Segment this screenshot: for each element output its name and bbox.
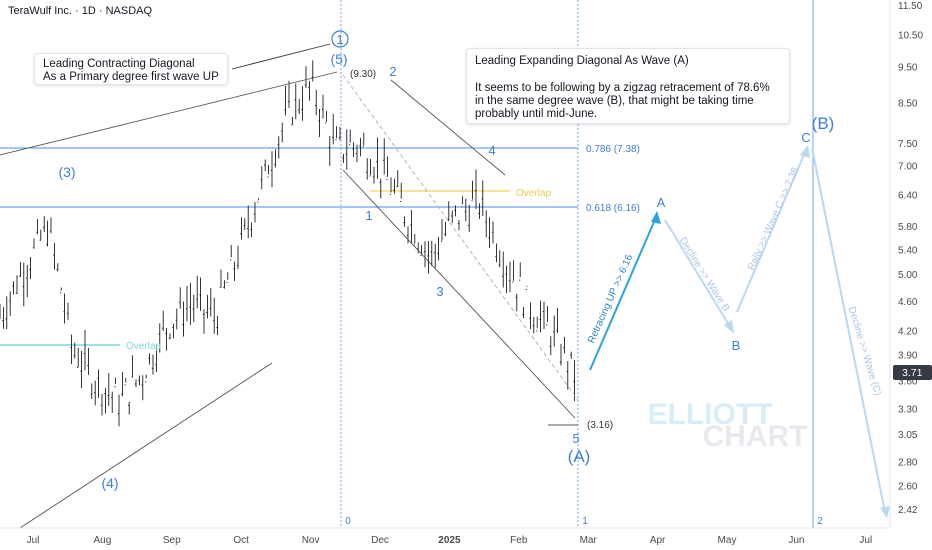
wave-label-paren-b: (B) (812, 114, 835, 133)
price-tick-label: 7.00 (898, 161, 918, 172)
price-tick-label: 2.80 (898, 458, 918, 469)
wave-label-paren-3: (3) (58, 164, 75, 180)
circle-marker-icon (331, 30, 349, 48)
trendline-lower-expanding (342, 169, 576, 419)
price-tick-label: 8.50 (898, 99, 918, 110)
price-axis[interactable]: 11.50 10.50 9.50 8.50 7.50 7.00 6.40 5.80 5.40 5.… (898, 1, 923, 516)
current-price-tag: 3.71 (893, 365, 932, 380)
trendline-upper-contracting (0, 71, 338, 156)
wave-label-paren-5: (5) (330, 51, 347, 67)
note-leading-expanding-body: It seems to be following by a zigzag ret… (475, 82, 770, 120)
proj-decline-wave-c (811, 147, 886, 513)
price-tick-label: 3.30 (898, 405, 918, 416)
projection-paths (589, 147, 886, 513)
price-tick-label: 11.50 (898, 1, 923, 12)
trendlines (0, 43, 579, 529)
wave-label-paren-4: (4) (101, 475, 118, 491)
wave-label-a: A (657, 195, 666, 210)
price-tick-label: 6.40 (898, 190, 918, 201)
note-leading-expanding: Leading Expanding Diagonal As Wave (A) I… (466, 48, 790, 124)
note-leading-expanding-title: Leading Expanding Diagonal As Wave (A) (475, 55, 689, 67)
arrowhead-b (724, 320, 734, 334)
note-leading-contracting: Leading Contracting Diagonal As a Primar… (34, 53, 228, 85)
proj-label-decline-b: Decline >> Wave B (677, 236, 732, 314)
price-tick-label: 10.50 (898, 30, 923, 41)
wave-label-1: 1 (365, 208, 372, 223)
fib-lines (0, 147, 578, 208)
circled-wave-1: 1 (331, 30, 349, 48)
overlap-label-yellow: Overlap (516, 188, 551, 199)
time-tick-label: Jun (788, 535, 804, 546)
price-tick-label: 5.00 (898, 270, 918, 281)
arrowhead-wave-c (880, 506, 890, 518)
symbol-title[interactable]: TeraWulf Inc. · 1D · NASDAQ (8, 5, 153, 17)
callout-arrow-line (231, 43, 331, 70)
fib-label-618: 0.618 (6.16) (586, 203, 640, 214)
overlap-label-cyan: Overlap (126, 341, 161, 352)
arrowhead-retrace (651, 211, 661, 224)
wave-label-3: 3 (436, 284, 443, 299)
wave-label-2: 2 (389, 64, 396, 79)
time-tick-label: Apr (650, 535, 666, 546)
proj-label-rally-c: Rally >> Wave C >> 7.38 (746, 165, 802, 272)
price-tick-label: 7.50 (898, 139, 918, 150)
watermark-elliott: ELLIOTT (648, 398, 773, 431)
price-tick-label: 9.50 (898, 63, 918, 74)
price-tick-label: 2.42 (898, 505, 918, 516)
candles-group (0, 60, 575, 427)
key-level-high: (9.30) (350, 69, 376, 80)
current-price-bg (893, 365, 932, 380)
proj-label-retrace: Retracing UP >> 6.16 (586, 253, 635, 346)
wave-label-b: B (732, 338, 741, 353)
cycle-label-0: 0 (345, 516, 351, 527)
price-tick-label: 3.90 (898, 351, 918, 362)
price-tick-label: 3.60 (898, 376, 918, 387)
time-tick-label: Aug (94, 535, 112, 546)
wave-label-5: 5 (572, 431, 579, 446)
time-tick-label: May (718, 535, 737, 546)
time-tick-label: Feb (510, 535, 528, 546)
arrowhead-c (800, 145, 810, 158)
time-tick-label: Mar (580, 535, 598, 546)
price-tick-label: 4.20 (898, 327, 918, 338)
projection-arrowheads (651, 145, 890, 518)
wave-label-paren-a: (A) (568, 447, 591, 466)
key-level-low: (3.16) (587, 420, 613, 431)
trendline-lower-contracting (19, 362, 273, 529)
time-axis[interactable]: Jul Aug Sep Oct Nov Dec 2025 Feb Mar Apr May Jun Jul (27, 535, 873, 546)
proj-retrace-up (589, 214, 658, 371)
time-tick-label: Oct (233, 535, 249, 546)
time-tick-label: Nov (302, 535, 320, 546)
time-tick-label: Sep (163, 535, 181, 546)
time-tick-label: Jul (27, 535, 40, 546)
watermark-chart: CHART (703, 420, 808, 453)
price-tick-label: 4.60 (898, 297, 918, 308)
time-tick-label: Dec (371, 535, 389, 546)
cycle-label-2: 2 (817, 516, 823, 527)
price-tick-label: 3.05 (898, 430, 918, 441)
price-tick-label: 5.40 (898, 245, 918, 256)
proj-label-decline-wave-c: Decline >> Wave (C) (846, 305, 884, 397)
price-tick-label: 2.60 (898, 482, 918, 493)
cycle-label-1: 1 (582, 516, 588, 527)
note-leading-contracting-text: Leading Contracting Diagonal As a Primar… (43, 58, 219, 83)
trendline-dashed (342, 74, 579, 401)
fib-label-786: 0.786 (7.38) (586, 144, 640, 155)
wave-label-4: 4 (488, 143, 495, 158)
circled-label: 1 (336, 32, 343, 47)
time-tick-label: 2025 (438, 535, 461, 546)
proj-decline-b (664, 219, 733, 331)
proj-rally-c (736, 149, 807, 313)
trendline-upper-expanding (390, 79, 506, 176)
wave-label-c: C (801, 130, 810, 145)
price-tick-label: 5.80 (898, 222, 918, 233)
current-price-text: 3.71 (902, 367, 923, 379)
time-tick-label: Jul (859, 535, 872, 546)
